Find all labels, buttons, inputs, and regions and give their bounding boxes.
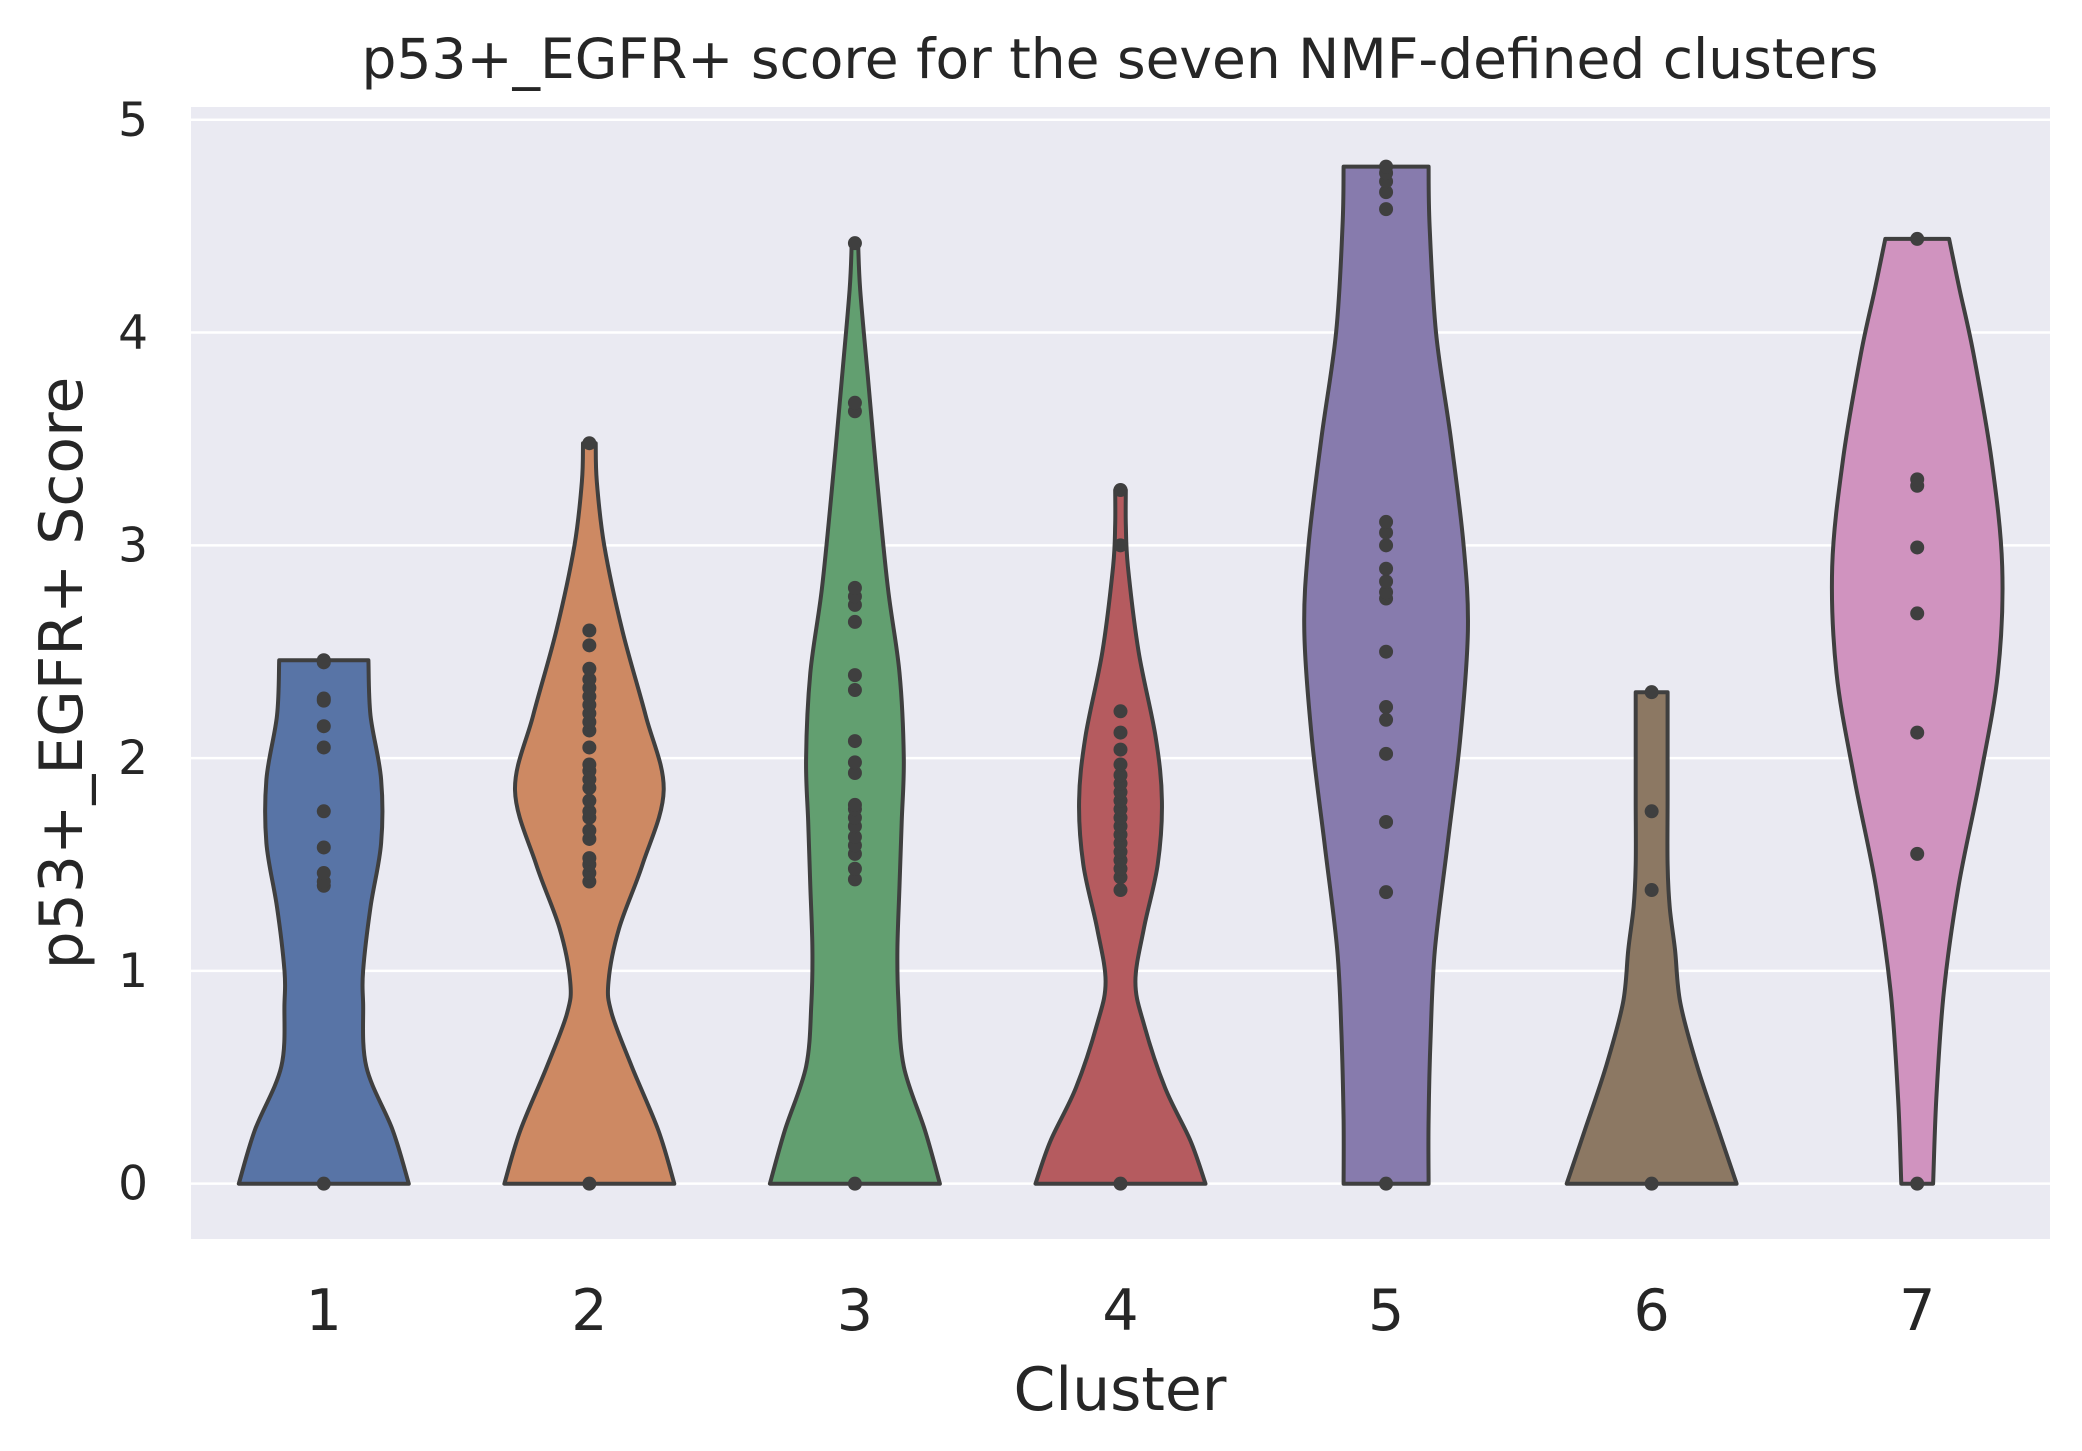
point-cluster-3-1 xyxy=(847,872,862,887)
point-cluster-7-4 xyxy=(1910,540,1925,555)
point-cluster-2-9 xyxy=(582,793,597,808)
point-cluster-1-4 xyxy=(316,840,331,855)
point-cluster-7-0 xyxy=(1910,1176,1925,1191)
point-cluster-1-11 xyxy=(316,653,331,668)
point-cluster-7-7 xyxy=(1910,231,1925,246)
point-cluster-3-10 xyxy=(847,766,862,781)
point-cluster-5-11 xyxy=(1379,538,1394,553)
point-cluster-6-3 xyxy=(1644,685,1659,700)
x-tick-3: 3 xyxy=(837,1278,873,1344)
point-cluster-5-15 xyxy=(1379,185,1394,200)
point-cluster-3-21 xyxy=(847,236,862,251)
point-cluster-2-21 xyxy=(582,672,597,687)
y-axis-title: p53+_EGFR+ Score xyxy=(27,377,97,970)
x-tick-labels: 1 2 3 4 5 6 7 xyxy=(306,1278,1936,1344)
point-cluster-2-0 xyxy=(582,1176,597,1191)
y-tick-5: 5 xyxy=(118,93,148,148)
y-tick-2: 2 xyxy=(118,731,148,786)
point-cluster-4-20 xyxy=(1113,483,1128,498)
point-cluster-5-0 xyxy=(1379,1176,1394,1191)
point-cluster-5-9 xyxy=(1379,574,1394,589)
x-axis-title: Cluster xyxy=(1014,1355,1227,1425)
y-tick-0: 0 xyxy=(118,1157,148,1212)
point-cluster-1-3 xyxy=(316,866,331,881)
point-cluster-4-19 xyxy=(1113,538,1128,553)
point-cluster-2-13 xyxy=(582,757,597,772)
violin-cluster-1 xyxy=(236,658,411,1186)
chart-title: p53+_EGFR+ score for the seven NMF-defin… xyxy=(362,27,1879,91)
point-cluster-1-5 xyxy=(316,804,331,819)
point-cluster-5-8 xyxy=(1379,585,1394,600)
point-cluster-5-2 xyxy=(1379,814,1394,829)
point-cluster-3-14 xyxy=(847,668,862,683)
point-cluster-3-9 xyxy=(847,797,862,812)
point-cluster-5-13 xyxy=(1379,514,1394,529)
point-cluster-4-0 xyxy=(1113,1176,1128,1191)
point-cluster-2-24 xyxy=(582,623,597,638)
y-tick-3: 3 xyxy=(118,518,148,573)
point-cluster-3-0 xyxy=(847,1176,862,1191)
point-cluster-1-9 xyxy=(316,691,331,706)
point-cluster-5-18 xyxy=(1379,159,1394,174)
point-cluster-2-23 xyxy=(582,638,597,653)
x-tick-5: 5 xyxy=(1368,1278,1404,1344)
point-cluster-5-10 xyxy=(1379,561,1394,576)
point-cluster-5-5 xyxy=(1379,700,1394,715)
point-cluster-7-2 xyxy=(1910,725,1925,740)
x-tick-7: 7 xyxy=(1899,1278,1935,1344)
x-tick-2: 2 xyxy=(571,1278,607,1344)
point-cluster-3-20 xyxy=(847,395,862,410)
point-cluster-4-16 xyxy=(1113,742,1128,757)
point-cluster-2-22 xyxy=(582,661,597,676)
point-cluster-2-6 xyxy=(582,823,597,838)
point-cluster-4-1 xyxy=(1113,883,1128,898)
point-cluster-2-14 xyxy=(582,740,597,755)
point-cluster-5-14 xyxy=(1379,202,1394,217)
point-cluster-3-11 xyxy=(847,755,862,770)
point-cluster-4-15 xyxy=(1113,757,1128,772)
data-points xyxy=(316,159,1925,1191)
point-cluster-1-0 xyxy=(316,1176,331,1191)
point-cluster-4-14 xyxy=(1113,768,1128,783)
x-tick-4: 4 xyxy=(1102,1278,1138,1344)
point-cluster-6-2 xyxy=(1644,804,1659,819)
point-cluster-7-3 xyxy=(1910,606,1925,621)
point-cluster-3-18 xyxy=(847,580,862,595)
point-cluster-5-6 xyxy=(1379,644,1394,659)
point-cluster-1-6 xyxy=(316,740,331,755)
point-cluster-1-7 xyxy=(316,719,331,734)
point-cluster-6-0 xyxy=(1644,1176,1659,1191)
y-tick-4: 4 xyxy=(118,306,148,361)
violin-cluster-5 xyxy=(1302,164,1470,1186)
point-cluster-5-4 xyxy=(1379,712,1394,727)
violin-cluster-6 xyxy=(1564,690,1739,1186)
point-cluster-3-13 xyxy=(847,683,862,698)
point-cluster-2-8 xyxy=(582,804,597,819)
point-cluster-2-25 xyxy=(582,436,597,451)
point-cluster-7-1 xyxy=(1910,846,1925,861)
x-tick-1: 1 xyxy=(306,1278,342,1344)
point-cluster-5-3 xyxy=(1379,746,1394,761)
violin-cluster-7 xyxy=(1829,236,2005,1186)
point-cluster-2-4 xyxy=(582,851,597,866)
point-cluster-4-17 xyxy=(1113,725,1128,740)
point-cluster-6-1 xyxy=(1644,883,1659,898)
point-cluster-5-1 xyxy=(1379,885,1394,900)
point-cluster-5-12 xyxy=(1379,525,1394,540)
point-cluster-3-15 xyxy=(847,614,862,629)
point-cluster-3-12 xyxy=(847,734,862,749)
point-cluster-3-2 xyxy=(847,861,862,876)
point-cluster-4-18 xyxy=(1113,704,1128,719)
x-tick-6: 6 xyxy=(1634,1278,1670,1344)
point-cluster-3-5 xyxy=(847,829,862,844)
y-tick-labels: 0 1 2 3 4 5 xyxy=(118,93,148,1212)
y-tick-1: 1 xyxy=(118,944,148,999)
point-cluster-7-6 xyxy=(1910,472,1925,487)
